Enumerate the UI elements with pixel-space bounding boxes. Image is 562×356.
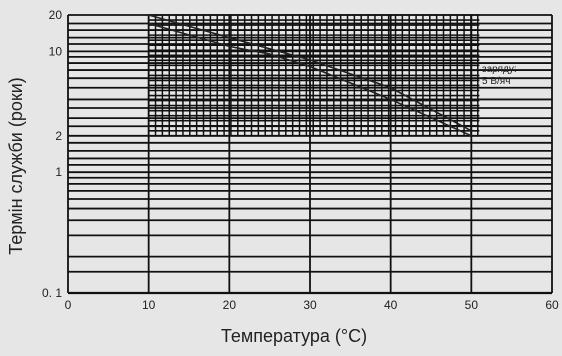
x-tick-label: 60 xyxy=(545,298,559,312)
annotation-line-1: зарядy: xyxy=(482,64,517,75)
y-tick-label: 20 xyxy=(49,8,63,22)
series-line-1 xyxy=(148,22,472,137)
y-tick-label: 1 xyxy=(55,165,62,179)
x-axis-label: Температура (°C) xyxy=(221,326,367,346)
series-lines xyxy=(148,14,472,137)
x-tick-label: 30 xyxy=(303,298,317,312)
y-axis-label: Термін служби (роки) xyxy=(6,77,26,255)
x-tick-label: 10 xyxy=(142,298,156,312)
y-tick-label: 0. 1 xyxy=(42,286,62,300)
series-line-2 xyxy=(148,14,472,132)
y-tick-label: 2 xyxy=(55,129,62,143)
x-tick-labels: 0 10 20 30 40 50 60 xyxy=(65,298,559,312)
grid-lines xyxy=(67,14,553,295)
x-tick-label: 50 xyxy=(465,298,479,312)
x-tick-label: 40 xyxy=(384,298,398,312)
x-tick-label: 20 xyxy=(223,298,237,312)
annotation-line-2: 5 В/яч xyxy=(482,76,510,87)
y-tick-label: 10 xyxy=(49,44,63,58)
x-tick-label: 0 xyxy=(65,298,72,312)
y-tick-labels: 20 10 2 1 0. 1 xyxy=(42,8,62,300)
annotation: зарядy: 5 В/яч xyxy=(482,64,517,87)
